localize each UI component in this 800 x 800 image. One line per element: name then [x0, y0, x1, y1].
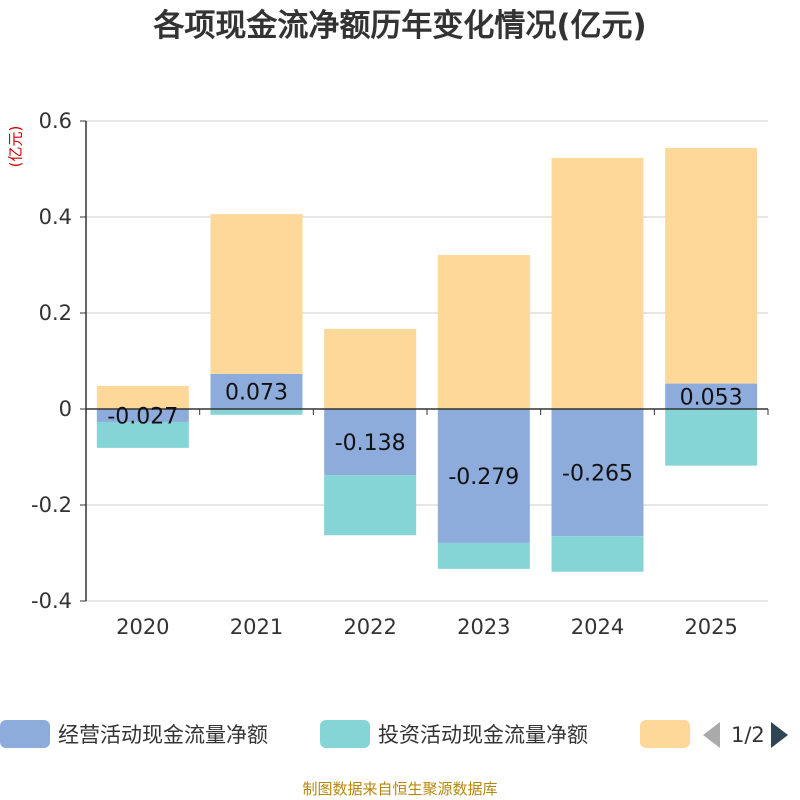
grid-lines [86, 120, 768, 602]
legend-swatch-operating [0, 720, 50, 748]
axes: -0.4 -0.2 0 0.2 0.4 0.6 2020 2021 2022 2023 2024 20… [31, 109, 769, 639]
bar-2-2023 [437, 254, 530, 409]
bar-0-2023 [437, 409, 530, 543]
x-tick-label: 2025 [684, 615, 737, 639]
bar-1-2020 [96, 421, 189, 448]
legend-pager: 1/2 [700, 720, 800, 750]
y-tick-label: -0.4 [31, 589, 72, 613]
bar-2-2022 [324, 328, 417, 409]
legend-item-third[interactable] [640, 719, 698, 749]
legend-label-investing: 投资活动现金流量净额 [378, 723, 588, 747]
bar-1-2025 [665, 409, 758, 466]
bar-2-2021 [210, 214, 303, 374]
bar-1-2022 [324, 475, 417, 536]
bar-0-2024 [551, 409, 644, 537]
bar-1-2021 [210, 409, 303, 415]
x-tick-label: 2021 [230, 615, 283, 639]
data-labels: -0.027 0.073 -0.138 -0.279 -0.265 0.053 [107, 380, 742, 489]
y-tick-label: 0.6 [39, 109, 72, 133]
data-source-note: 制图数据来自恒生聚源数据库 [302, 780, 498, 798]
x-tick-label: 2020 [116, 615, 169, 639]
bar-2-2024 [551, 157, 644, 409]
legend-item-operating[interactable]: 经营活动现金流量净额 [0, 719, 268, 749]
legend-page-indicator: 1/2 [731, 723, 765, 747]
bars [96, 147, 758, 572]
data-label: -0.138 [335, 431, 406, 456]
data-label: -0.027 [107, 404, 178, 429]
legend-item-investing[interactable]: 投资活动现金流量净额 [320, 719, 588, 749]
x-tick-label: 2022 [343, 615, 396, 639]
legend-label-operating: 经营活动现金流量净额 [58, 723, 268, 747]
legend: 经营活动现金流量净额 投资活动现金流量净额 1/2 [0, 712, 800, 756]
bar-0-2021 [210, 373, 303, 409]
prev-page-icon[interactable] [703, 722, 720, 748]
data-label: 0.073 [225, 380, 288, 405]
bar-2-2025 [665, 147, 758, 384]
data-label: 0.053 [680, 385, 743, 410]
x-tick-label: 2023 [457, 615, 510, 639]
legend-swatch-third [640, 720, 690, 748]
y-tick-label: 0.4 [39, 205, 72, 229]
bar-1-2024 [551, 536, 644, 572]
chart-canvas: -0.4 -0.2 0 0.2 0.4 0.6 2020 2021 2022 2023 2024 20… [31, 109, 769, 639]
chart-title: 各项现金流净额历年变化情况(亿元) [153, 8, 647, 44]
y-tick-label: 0.2 [39, 301, 72, 325]
bar-0-2022 [324, 409, 417, 476]
next-page-icon[interactable] [770, 722, 788, 748]
y-tick-label: 0 [59, 397, 72, 421]
y-tick-label: -0.2 [31, 493, 72, 517]
bar-0-2020 [96, 409, 189, 422]
bar-0-2025 [665, 383, 758, 409]
bar-2-2020 [96, 385, 189, 409]
bar-1-2023 [437, 542, 530, 569]
data-label: -0.279 [448, 465, 519, 490]
x-tick-label: 2024 [571, 615, 624, 639]
data-label: -0.265 [562, 462, 633, 487]
legend-swatch-investing [320, 720, 370, 748]
